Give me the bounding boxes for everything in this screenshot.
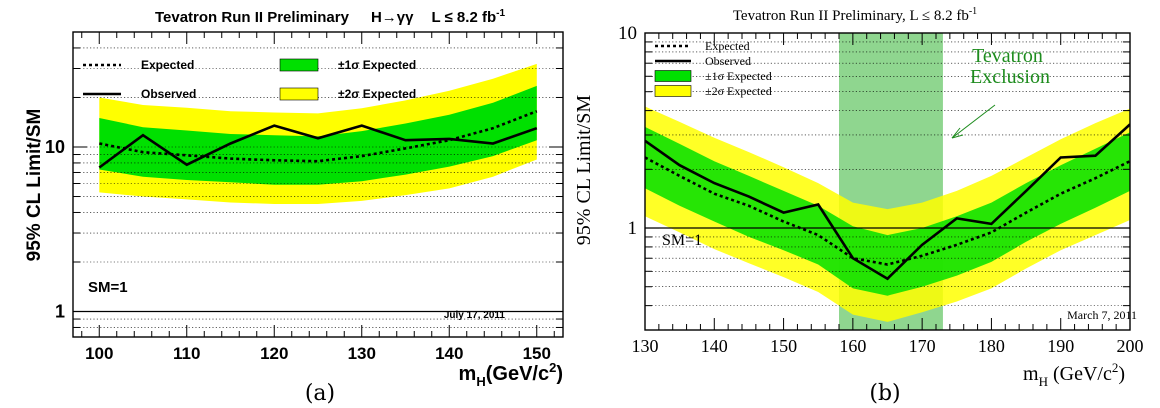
panel-a-xtick-label: 120 (260, 344, 288, 363)
panel-b: Tevatron Run II Preliminary, L ≤ 8.2 fb-… (573, 6, 1144, 406)
panel-a-legend-swatch (279, 58, 319, 72)
panel-a-legend-swatch (279, 87, 319, 101)
panel-b-plot-area (645, 33, 1130, 330)
panel-b-legend-label: Observed (705, 54, 751, 68)
panel-b-exclusion-line1: Tevatron (972, 45, 1043, 67)
panel-b-legend-swatch (654, 85, 692, 97)
panel-b-legend-label: ±1σ Expected (705, 69, 772, 83)
panel-a-plot-area (73, 47, 563, 337)
panel-b-title-lumi-exp: -1 (969, 6, 977, 17)
panel-b-axes: 130 140 150 160 170 180 190 200 1 10 ExpectedObser… (618, 23, 1144, 356)
panel-b-xtick-label: 140 (701, 336, 728, 356)
panel-a-xlabel: mH(GeV/c2) (459, 360, 563, 389)
panel-b-legend-swatch (654, 70, 692, 82)
panel-b-frame (644, 32, 1131, 331)
panel-b-xlabel: mH (GeV/c2) (1023, 360, 1125, 389)
panel-b-ylabel: 95% CL Limit/SM (573, 95, 595, 246)
panel-a-sm-label: SM=1 (88, 279, 128, 296)
panel-b-legend-label: Expected (705, 39, 750, 53)
panel-a: Tevatron Run II Preliminary H→γγ L ≤ 8.2 f… (24, 8, 564, 406)
panel-b-expected-line (645, 156, 1130, 266)
panel-b-band-2sigma (645, 106, 1130, 322)
panel-b-ytick-label: 10 (618, 23, 637, 44)
panel-a-xlabel-close: ) (556, 363, 563, 385)
panel-a-title-lumi: L ≤ 8.2 fb (431, 9, 496, 26)
panel-b-xlabel-m: m (1023, 363, 1039, 385)
panel-b-xtick-label: 190 (1047, 336, 1074, 356)
panel-a-title-main: Tevatron Run II Preliminary (155, 9, 350, 26)
panel-a-xlabel-sup: 2 (549, 360, 556, 375)
panel-b-xlabel-sup: 2 (1112, 360, 1119, 375)
panel-b-xtick-label: 150 (770, 336, 797, 356)
panel-a-title: Tevatron Run II Preliminary H→γγ L ≤ 8.2 f… (155, 8, 505, 26)
panel-a-xtick-label: 100 (85, 344, 113, 363)
panel-a-caption: (a) (305, 381, 335, 406)
panel-b-xlabel-unit: (GeV/c (1048, 363, 1112, 385)
panel-a-legend-label: Observed (141, 87, 196, 101)
panel-a-frame (72, 31, 564, 338)
panel-b-exclusion-line2: Exclusion (970, 66, 1050, 88)
panel-b-title-main: Tevatron Run II Preliminary, L ≤ 8.2 fb (733, 8, 969, 24)
panel-b-caption: (b) (869, 381, 900, 406)
panel-a-xtick-label: 140 (435, 344, 463, 363)
panel-a-ylabel: 95% CL Limit/SM (24, 109, 45, 262)
panel-b-xlabel-sub: H (1039, 374, 1048, 389)
panel-a-xlabel-unit: (GeV/c (486, 363, 549, 385)
panel-a-title-channel: H→γγ (371, 9, 414, 26)
panel-a-xtick-label: 130 (348, 344, 376, 363)
panel-a-xlabel-m: m (459, 363, 477, 385)
panel-a-legend: Expected ±1σ Expected Observed ±2σ Expected (83, 58, 416, 101)
panel-b-observed-line (645, 123, 1130, 281)
panel-b-exclusion-arrow (951, 104, 996, 139)
panel-a-date: July 17, 2011 (444, 310, 506, 321)
panel-b-xtick-label: 160 (839, 336, 866, 356)
panel-a-xtick-label: 150 (523, 344, 551, 363)
panel-a-band-1sigma (99, 85, 537, 185)
panel-b-xtick-label: 170 (909, 336, 936, 356)
panel-a-legend-label: Expected (141, 58, 194, 72)
panel-b-title: Tevatron Run II Preliminary, L ≤ 8.2 fb-… (733, 6, 977, 24)
panel-b-xtick-label: 180 (978, 336, 1005, 356)
panel-a-legend-label: ±2σ Expected (338, 87, 416, 101)
panel-b-ytick-label: 1 (628, 218, 638, 239)
panel-a-observed-line (98, 124, 538, 169)
panel-a-title-lumi-exp: -1 (496, 8, 505, 19)
panel-a-ytick-label: 10 (45, 137, 65, 157)
panel-b-xlabel-close: ) (1118, 363, 1125, 385)
panel-b-legend-label: ±2σ Expected (705, 84, 772, 98)
panel-b-date: March 7, 2011 (1067, 308, 1137, 322)
panel-b-xtick-label: 130 (632, 336, 659, 356)
panel-a-ytick-label: 1 (55, 302, 65, 322)
panel-b-exclusion-label: Tevatron Exclusion (970, 45, 1050, 88)
panel-a-xtick-label: 110 (173, 344, 200, 363)
panel-b-sm-label: SM=1 (662, 232, 702, 249)
panel-b-band-1sigma (645, 126, 1130, 296)
panel-b-xtick-label: 200 (1117, 336, 1144, 356)
panel-a-legend-label: ±1σ Expected (338, 58, 416, 72)
panel-a-xlabel-sub: H (476, 374, 485, 389)
